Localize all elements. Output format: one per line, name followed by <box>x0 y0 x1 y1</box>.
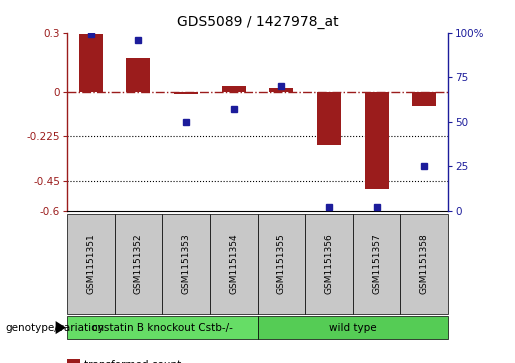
Bar <box>79 34 102 92</box>
Bar <box>210 214 258 314</box>
Title: GDS5089 / 1427978_at: GDS5089 / 1427978_at <box>177 15 338 29</box>
Bar <box>222 86 246 92</box>
Bar <box>413 92 436 106</box>
Text: GSM1151356: GSM1151356 <box>324 234 333 294</box>
Text: GSM1151354: GSM1151354 <box>229 234 238 294</box>
Bar <box>162 214 210 314</box>
Text: GSM1151355: GSM1151355 <box>277 234 286 294</box>
Text: GSM1151357: GSM1151357 <box>372 234 381 294</box>
Text: genotype/variation: genotype/variation <box>5 323 104 333</box>
Bar <box>174 92 198 94</box>
Bar <box>401 214 448 314</box>
Text: transformed count: transformed count <box>84 360 181 363</box>
Bar <box>365 92 388 189</box>
Text: wild type: wild type <box>329 323 376 333</box>
Bar <box>269 88 293 92</box>
Bar <box>353 214 401 314</box>
Bar <box>305 214 353 314</box>
Text: GSM1151358: GSM1151358 <box>420 234 428 294</box>
Text: GSM1151353: GSM1151353 <box>182 234 191 294</box>
Text: GSM1151352: GSM1151352 <box>134 234 143 294</box>
Bar <box>67 316 258 339</box>
Bar <box>317 92 341 145</box>
Bar <box>258 214 305 314</box>
Bar <box>258 316 448 339</box>
Bar <box>67 214 115 314</box>
Text: cystatin B knockout Cstb-/-: cystatin B knockout Cstb-/- <box>92 323 233 333</box>
Bar <box>114 214 162 314</box>
Bar <box>127 58 150 92</box>
Text: GSM1151351: GSM1151351 <box>87 234 95 294</box>
